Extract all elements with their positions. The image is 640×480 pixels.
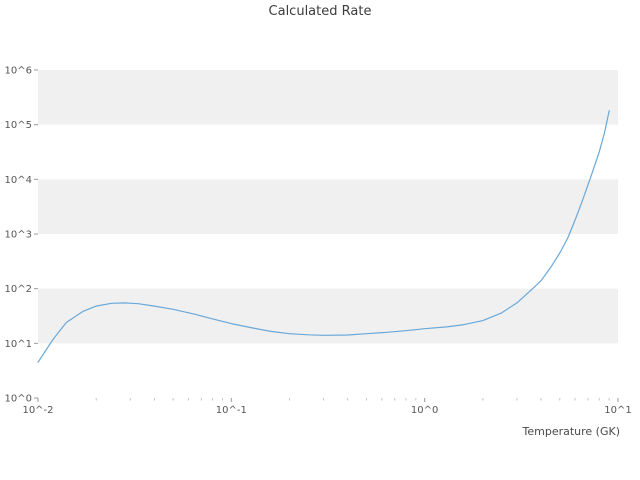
y-tick-label: 10^2 [5, 284, 32, 295]
grid-band [38, 288, 618, 344]
y-tick-label: 10^4 [5, 175, 32, 186]
y-tick-label: 10^0 [5, 394, 32, 405]
grid-band [38, 70, 618, 125]
y-tick-label: 10^1 [5, 339, 32, 350]
x-tick-label: 10^-1 [216, 405, 247, 416]
x-tick-label: 10^-2 [22, 405, 53, 416]
x-axis-label: Temperature (GK) [522, 425, 621, 438]
grid-band [38, 179, 618, 234]
y-tick-label: 10^6 [5, 66, 32, 77]
x-tick-label: 10^1 [604, 405, 631, 416]
rate-line [37, 110, 610, 363]
y-tick-label: 10^3 [5, 230, 32, 241]
x-tick-label: 10^0 [411, 405, 438, 416]
chart-title: Calculated Rate [268, 4, 372, 19]
y-tick-label: 10^5 [5, 120, 32, 131]
